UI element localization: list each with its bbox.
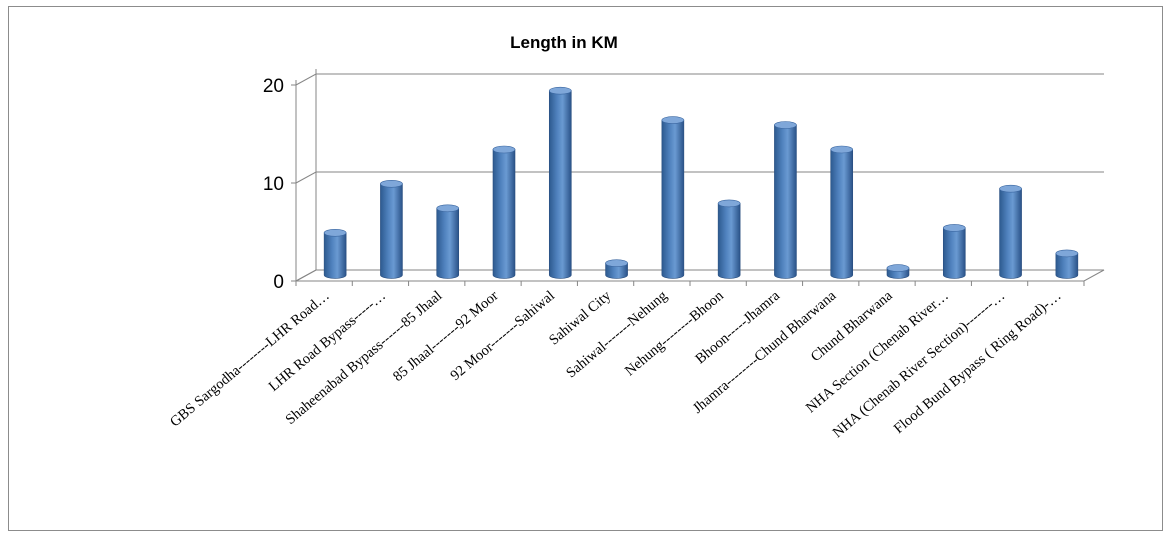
chart-frame: Length in KM 0 10 20 GBS Sargodha--------L… [8, 6, 1163, 531]
chart-title: Length in KM [510, 33, 618, 52]
bar-body [830, 149, 854, 279]
bar-top [380, 180, 403, 188]
bar-top [323, 229, 347, 237]
y-tick-label: 20 [263, 76, 284, 97]
bar [548, 86, 572, 279]
gridlines [295, 73, 1104, 282]
y-axis: 0 10 20 [263, 76, 296, 293]
x-tick-label: 85 Jhaal-------92 Moor [390, 288, 502, 385]
bar-top [942, 224, 966, 232]
bar [830, 145, 854, 279]
bar-top [830, 145, 854, 154]
bar-body [380, 183, 403, 279]
bar-body [1055, 253, 1079, 279]
bar-top [1055, 249, 1079, 258]
bar [605, 259, 628, 279]
bar [661, 116, 685, 279]
x-tick-label: Sahiwal-------Nehung [563, 288, 670, 382]
chart-floor [295, 269, 1105, 282]
bar-body [436, 208, 460, 279]
x-tick-label: Nehung--------Bhoon [622, 287, 727, 379]
y-tick-label: 10 [263, 174, 284, 195]
bar-body [548, 90, 572, 279]
bar-body [605, 262, 628, 279]
bar-body [492, 149, 516, 279]
bar-body [942, 227, 966, 279]
bar [717, 199, 741, 279]
bar-top [548, 86, 572, 95]
bar-top [436, 204, 460, 213]
bar-body [774, 124, 797, 279]
bar-top [774, 121, 797, 129]
bar [942, 224, 966, 279]
bar-body [661, 119, 685, 279]
bar-top [492, 145, 516, 154]
bar-top [999, 184, 1022, 193]
y-tick-label: 0 [273, 272, 284, 293]
bar [886, 264, 910, 279]
bar [380, 180, 403, 279]
bar [492, 145, 516, 279]
bar-top [886, 264, 910, 272]
bar [436, 204, 460, 279]
gridline [295, 269, 1104, 282]
bar-top [717, 199, 741, 208]
x-tick-label: 92 Moor-------Sahiwal [448, 288, 558, 384]
bar-top [605, 259, 628, 267]
x-axis: GBS Sargodha--------LHR Road…LHR Road By… [167, 281, 1085, 441]
bar [999, 184, 1022, 279]
bar [774, 121, 797, 279]
bar-top [661, 116, 685, 124]
bar-body [323, 232, 347, 279]
gridline [295, 73, 1104, 86]
bar-chart: Length in KM 0 10 20 GBS Sargodha--------L… [167, 33, 1105, 441]
gridline [295, 171, 1104, 184]
bar [323, 229, 347, 279]
bar [1055, 249, 1079, 279]
chart-walls [295, 69, 1105, 282]
bars [323, 86, 1079, 279]
bar-body [717, 203, 741, 279]
bar-body [999, 188, 1022, 279]
